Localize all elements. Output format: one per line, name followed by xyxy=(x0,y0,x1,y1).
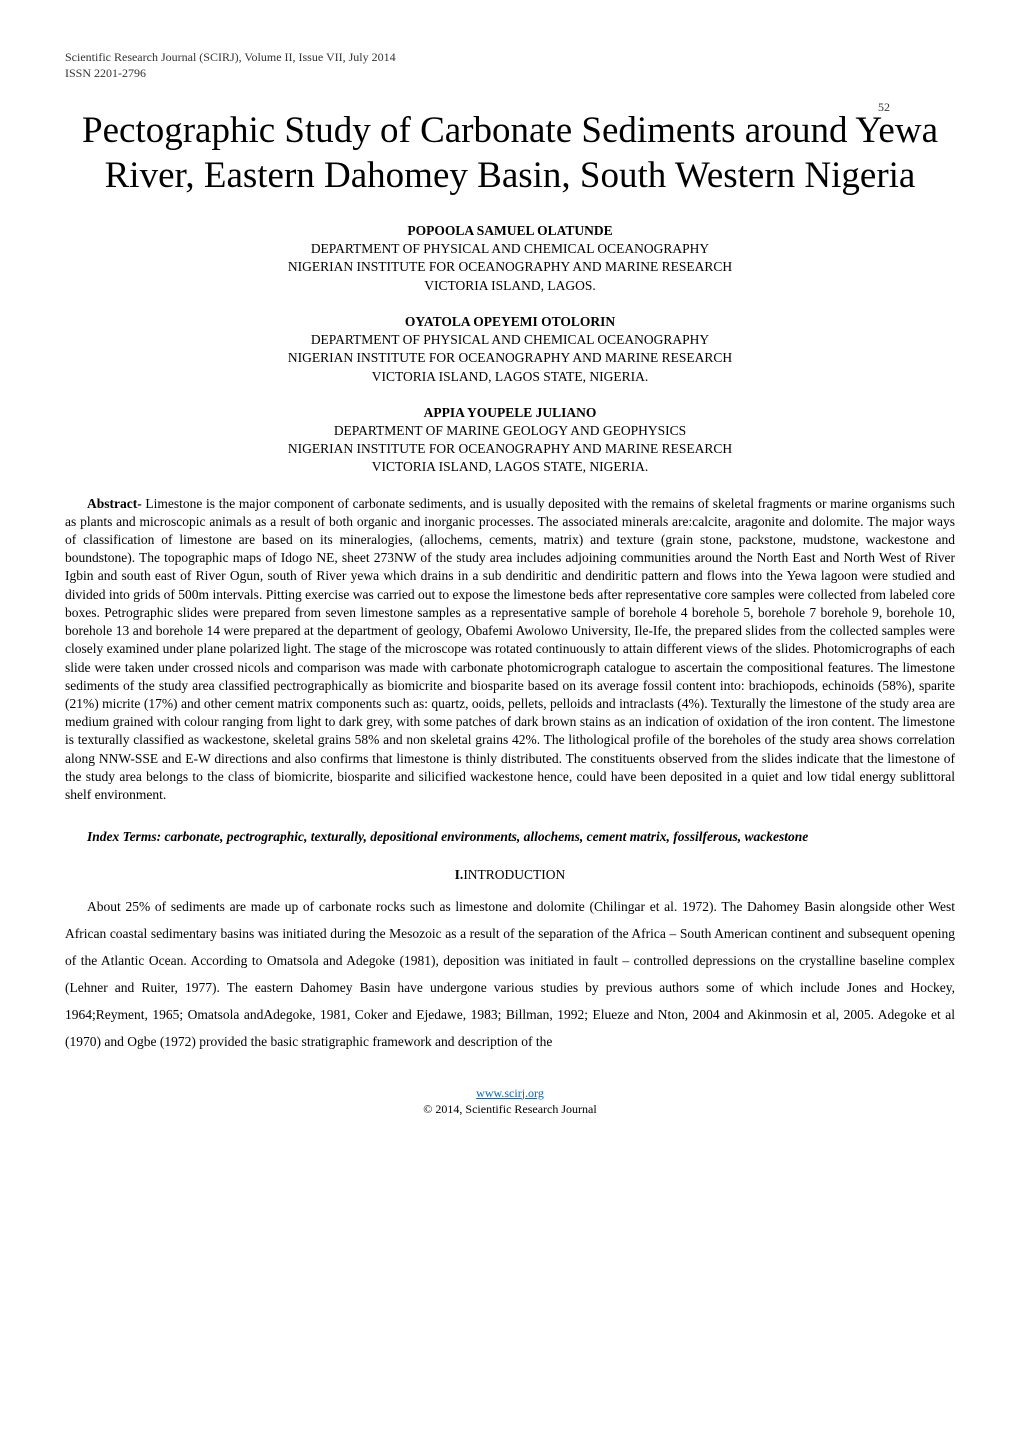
author-affiliation: DEPARTMENT OF PHYSICAL AND CHEMICAL OCEA… xyxy=(65,331,955,349)
journal-line: Scientific Research Journal (SCIRJ), Vol… xyxy=(65,50,955,66)
running-header: Scientific Research Journal (SCIRJ), Vol… xyxy=(65,50,955,81)
author-block-2: OYATOLA OPEYEMI OTOLORIN DEPARTMENT OF P… xyxy=(65,313,955,386)
author-affiliation: DEPARTMENT OF MARINE GEOLOGY AND GEOPHYS… xyxy=(65,422,955,440)
page-footer: www.scirj.org © 2014, Scientific Researc… xyxy=(65,1085,955,1119)
issn-line: ISSN 2201-2796 xyxy=(65,66,955,82)
body-paragraph: About 25% of sediments are made up of ca… xyxy=(65,893,955,1055)
author-affiliation: DEPARTMENT OF PHYSICAL AND CHEMICAL OCEA… xyxy=(65,240,955,258)
author-block-3: APPIA YOUPELE JULIANO DEPARTMENT OF MARI… xyxy=(65,404,955,477)
page-number: 52 xyxy=(878,100,890,115)
footer-copyright: © 2014, Scientific Research Journal xyxy=(423,1102,596,1116)
author-affiliation: NIGERIAN INSTITUTE FOR OCEANOGRAPHY AND … xyxy=(65,440,955,458)
author-name: OYATOLA OPEYEMI OTOLORIN xyxy=(65,313,955,331)
author-block-1: POPOOLA SAMUEL OLATUNDE DEPARTMENT OF PH… xyxy=(65,222,955,295)
author-affiliation: VICTORIA ISLAND, LAGOS. xyxy=(65,277,955,295)
abstract-text: Limestone is the major component of carb… xyxy=(65,496,955,803)
author-affiliation: VICTORIA ISLAND, LAGOS STATE, NIGERIA. xyxy=(65,458,955,476)
author-affiliation: VICTORIA ISLAND, LAGOS STATE, NIGERIA. xyxy=(65,368,955,386)
author-name: POPOOLA SAMUEL OLATUNDE xyxy=(65,222,955,240)
author-affiliation: NIGERIAN INSTITUTE FOR OCEANOGRAPHY AND … xyxy=(65,258,955,276)
index-terms: Index Terms: carbonate, pectrographic, t… xyxy=(65,828,955,846)
abstract-paragraph: Abstract- Limestone is the major compone… xyxy=(65,495,955,805)
author-affiliation: NIGERIAN INSTITUTE FOR OCEANOGRAPHY AND … xyxy=(65,349,955,367)
section-heading: I.INTRODUCTION xyxy=(65,867,955,883)
footer-link[interactable]: www.scirj.org xyxy=(476,1086,544,1100)
section-title: INTRODUCTION xyxy=(463,867,565,882)
abstract-label: Abstract- xyxy=(87,496,142,511)
author-name: APPIA YOUPELE JULIANO xyxy=(65,404,955,422)
paper-title: Pectographic Study of Carbonate Sediment… xyxy=(65,109,955,198)
